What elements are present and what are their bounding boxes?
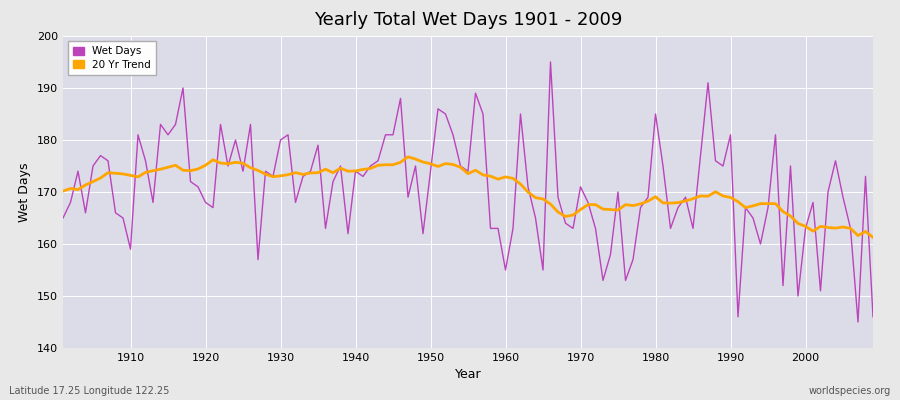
20 Yr Trend (283, 172, 293, 177)
Title: Yearly Total Wet Days 1901 - 2009: Yearly Total Wet Days 1901 - 2009 (314, 11, 622, 29)
X-axis label: Year: Year (454, 368, 482, 382)
20 Yr Trend (58, 189, 68, 194)
Wet Days (852, 320, 863, 324)
Legend: Wet Days, 20 Yr Trend: Wet Days, 20 Yr Trend (68, 41, 156, 75)
20 Yr Trend (118, 172, 129, 176)
20 Yr Trend (500, 174, 511, 179)
Wet Days (328, 179, 338, 184)
Y-axis label: Wet Days: Wet Days (19, 162, 32, 222)
Line: Wet Days: Wet Days (63, 62, 873, 322)
Text: worldspecies.org: worldspecies.org (809, 386, 891, 396)
Text: Latitude 17.25 Longitude 122.25: Latitude 17.25 Longitude 122.25 (9, 386, 169, 396)
Wet Days (58, 216, 68, 220)
Wet Days (545, 60, 556, 64)
Wet Days (598, 278, 608, 283)
20 Yr Trend (328, 170, 338, 175)
20 Yr Trend (508, 176, 518, 181)
Line: 20 Yr Trend: 20 Yr Trend (63, 157, 873, 237)
Wet Days (868, 314, 878, 319)
Wet Days (118, 216, 129, 220)
Wet Days (492, 226, 503, 231)
Wet Days (283, 132, 293, 137)
20 Yr Trend (598, 207, 608, 212)
20 Yr Trend (868, 235, 878, 240)
Wet Days (500, 268, 511, 272)
20 Yr Trend (402, 154, 413, 159)
